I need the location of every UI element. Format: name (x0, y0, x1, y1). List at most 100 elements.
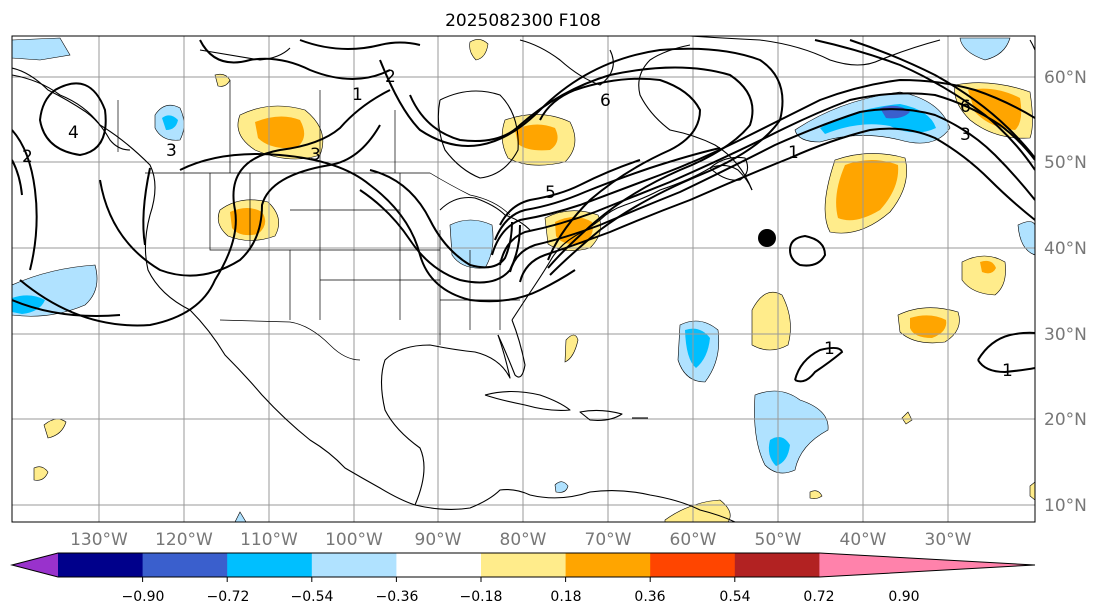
colorbar (10, 552, 1036, 582)
shade-yellow-pacific-20n (43, 418, 67, 439)
shade-cyan-atlantic-20n (768, 436, 790, 466)
contour-label: 2 (22, 147, 33, 167)
contour-label: 6 (960, 97, 971, 117)
shade-yellow-small-2 (901, 411, 913, 425)
coast-mexico-gulf (380, 334, 511, 506)
colorbar-extend-right (819, 553, 1035, 577)
coast-florida (497, 319, 526, 378)
lon-label: 50°W (755, 530, 802, 550)
lon-label: 60°W (670, 530, 717, 550)
contour-label: 1 (352, 85, 363, 105)
latitude-labels: 60°N 50°N 40°N 30°N 20°N 10°N (1044, 68, 1087, 516)
colorbar-tick-label: −0.18 (460, 589, 503, 605)
coast-arctic-island-2 (199, 47, 291, 61)
coast-east-us (511, 164, 753, 321)
colorbar-segment (58, 553, 144, 577)
shade-yellow-right-edge (1029, 481, 1035, 501)
shade-yellow-pacific-15n (33, 466, 49, 481)
contour-24 (977, 331, 1035, 374)
border-us-mexico (219, 319, 361, 361)
contour-14 (499, 159, 641, 226)
shade-yellow-small-1 (809, 490, 823, 499)
shade-blue-greatlakes (449, 219, 494, 269)
contour-4 (19, 89, 391, 327)
lon-label: 100°W (325, 530, 383, 550)
contour-12 (369, 169, 513, 269)
shade-yellow-bahamas (564, 334, 579, 363)
contour-21 (849, 39, 1035, 159)
contour-label: 4 (68, 123, 79, 143)
position-marker (758, 229, 776, 247)
colorbar-tick-label: 0.36 (634, 589, 665, 605)
shade-yellow-atlantic-50w (751, 291, 791, 351)
shade-blue-bottom (234, 511, 247, 522)
coast-cuba (484, 390, 571, 411)
colorbar-tick-label: −0.90 (122, 589, 165, 605)
colorbar-segment (650, 553, 736, 577)
lon-label: 40°W (840, 530, 887, 550)
contour-26 (12, 299, 121, 317)
lon-label: 70°W (585, 530, 632, 550)
contour-6 (199, 39, 391, 80)
shade-blue-bottom2 (554, 481, 569, 493)
coast-south-america (529, 489, 736, 522)
lon-label: 110°W (240, 530, 298, 550)
contour-15 (494, 147, 721, 241)
shade-blue-east-edge (1017, 221, 1035, 256)
shade-orange-east-40n (980, 260, 996, 274)
lon-label: 130°W (70, 530, 128, 550)
colorbar-tick-label: −0.36 (376, 589, 419, 605)
coast-arctic-islands (519, 39, 614, 86)
shade-orange-iceland (968, 88, 1022, 130)
colorbar-segment (311, 553, 397, 577)
contour-label: 1 (824, 339, 835, 359)
colorbar-segment (227, 553, 313, 577)
lon-label: 80°W (500, 530, 547, 550)
graticule (12, 36, 1035, 522)
contour-1 (38, 82, 107, 157)
contour-22 (789, 234, 827, 267)
colorbar-tick-label: 0.54 (719, 589, 750, 605)
shade-orange-rockies (230, 208, 266, 236)
contour-label: 3 (166, 141, 177, 161)
contour-7 (299, 39, 421, 50)
map-title: 2025082300 F108 (445, 11, 601, 31)
colorbar-outline (10, 552, 1036, 578)
lat-label: 10°N (1044, 496, 1087, 516)
colorbar-extend-left (12, 553, 58, 577)
map-frame (11, 35, 1036, 523)
contour-label: 2 (385, 67, 396, 87)
contour-20 (814, 39, 1035, 171)
colorbar-tick-label: 0.18 (550, 589, 581, 605)
contour-label: 1 (1002, 361, 1013, 381)
colorbar-segment (734, 553, 820, 577)
contour-label: 3 (310, 145, 321, 165)
coast-central-america (414, 489, 531, 511)
lon-label: 120°W (155, 530, 213, 550)
colorbar-segment (142, 553, 228, 577)
colorbar-tick-labels: −0.90 −0.72 −0.54 −0.36 −0.18 0.18 0.36 … (122, 589, 920, 605)
shade-orange-canada (255, 116, 305, 149)
border-us-canada (145, 172, 511, 216)
longitude-labels: 130°W 120°W 110°W 100°W 90°W 80°W 70°W 6… (70, 530, 972, 550)
colorbar-tick-label: 0.90 (888, 589, 919, 605)
shade-cyan-bc (162, 115, 178, 130)
contour-25 (142, 167, 151, 246)
colorbar-tick-label: −0.72 (207, 589, 250, 605)
contour-10 (539, 77, 702, 261)
contour-lines (12, 39, 1035, 383)
contour-2 (12, 129, 38, 271)
contour-13 (179, 153, 576, 303)
lat-label: 20°N (1044, 410, 1087, 430)
coast-alaska-arc (12, 67, 131, 151)
colorbar-segment (396, 553, 482, 577)
shade-yellow-top1 (469, 39, 489, 61)
shade-blue-ne-corner (959, 37, 1011, 61)
contour-label: 3 (960, 125, 971, 145)
shade-orange-east-30n (910, 315, 947, 338)
contour-label-group: 1 2 3 3 4 5 6 6 3 2 1 1 1 (22, 67, 1013, 381)
colorbar-tick-label: 0.72 (803, 589, 834, 605)
lat-label: 50°N (1044, 153, 1087, 173)
coast-newfoundland (709, 156, 749, 181)
